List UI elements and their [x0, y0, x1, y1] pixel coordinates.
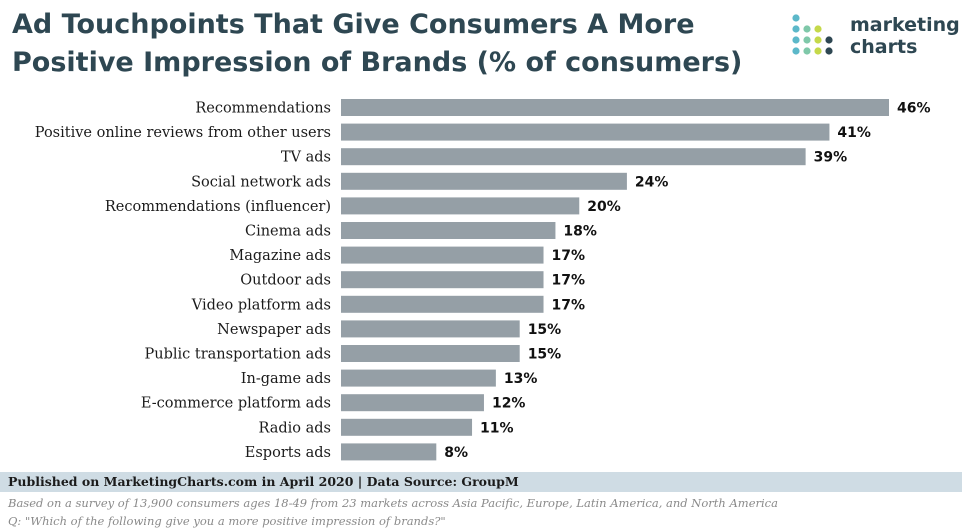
bar [341, 443, 437, 461]
logo-dot [792, 25, 800, 33]
value-label: 24% [635, 174, 669, 190]
footer-bar: Published on MarketingCharts.com in Apri… [0, 472, 962, 492]
logo-dot [803, 47, 811, 55]
category-label: Positive online reviews from other users [35, 125, 331, 141]
value-label: 17% [552, 248, 586, 264]
bar [341, 295, 544, 313]
category-label: TV ads [281, 150, 331, 166]
logo-dot [814, 25, 822, 33]
bar [341, 320, 520, 338]
bar [341, 345, 520, 362]
category-label: Public transportation ads [145, 347, 332, 363]
logo-dot [792, 36, 800, 44]
bar-chart: Recommendations 46% Positive online review… [35, 99, 931, 461]
bar [341, 246, 544, 264]
category-label: Recommendations (influencer) [105, 199, 331, 215]
category-label: Radio ads [258, 420, 331, 436]
bar [341, 99, 889, 116]
value-label: 41% [837, 125, 871, 141]
bar [341, 222, 556, 239]
category-label: Newspaper ads [217, 322, 331, 338]
bar [341, 123, 830, 141]
value-label: 18% [563, 224, 597, 240]
category-label: Video platform ads [191, 297, 331, 313]
footer-published: Published on MarketingCharts.com in Apri… [8, 474, 519, 489]
value-label: 12% [492, 396, 526, 412]
category-label: Esports ads [245, 445, 331, 461]
category-label: E-commerce platform ads [141, 396, 331, 412]
bar [341, 369, 496, 387]
logo-dot [792, 47, 800, 55]
logo-dot [792, 14, 800, 22]
logo-line-1: marketing [850, 14, 960, 36]
footer-survey-note: Based on a survey of 13,900 consumers ag… [8, 496, 778, 510]
footer-question-note: Q: "Which of the following give you a mo… [8, 514, 446, 528]
logo-dot [803, 36, 811, 44]
value-label: 11% [480, 420, 514, 436]
category-label: Magazine ads [229, 248, 331, 264]
logo-dots-icon [792, 14, 833, 55]
marketingcharts-logo: marketing charts [790, 12, 960, 60]
logo-dot [825, 47, 833, 55]
value-label: 13% [504, 371, 538, 387]
value-label: 39% [814, 150, 848, 166]
logo-dot [814, 47, 822, 55]
value-label: 17% [552, 273, 586, 289]
value-label: 20% [587, 199, 621, 215]
logo-dot [825, 36, 833, 44]
logo-text: marketing charts [850, 14, 960, 58]
bar [341, 271, 544, 289]
category-label: Cinema ads [245, 224, 331, 240]
bar [341, 148, 806, 166]
logo-dot [814, 36, 822, 44]
chart-title: Ad Touchpoints That Give Consumers A Mor… [12, 9, 743, 78]
bar [341, 394, 484, 412]
value-label: 17% [552, 297, 586, 313]
logo-dot [803, 25, 811, 33]
category-label: Recommendations [195, 101, 331, 117]
bar [341, 418, 473, 436]
category-label: Social network ads [191, 174, 331, 190]
logo-line-2: charts [850, 36, 918, 58]
value-label: 46% [897, 101, 931, 117]
category-label: Outdoor ads [240, 273, 331, 289]
bar [341, 197, 580, 215]
value-label: 15% [528, 347, 562, 363]
value-label: 15% [528, 322, 562, 338]
value-label: 8% [444, 445, 468, 461]
bar [341, 172, 627, 190]
category-label: In-game ads [241, 371, 331, 387]
